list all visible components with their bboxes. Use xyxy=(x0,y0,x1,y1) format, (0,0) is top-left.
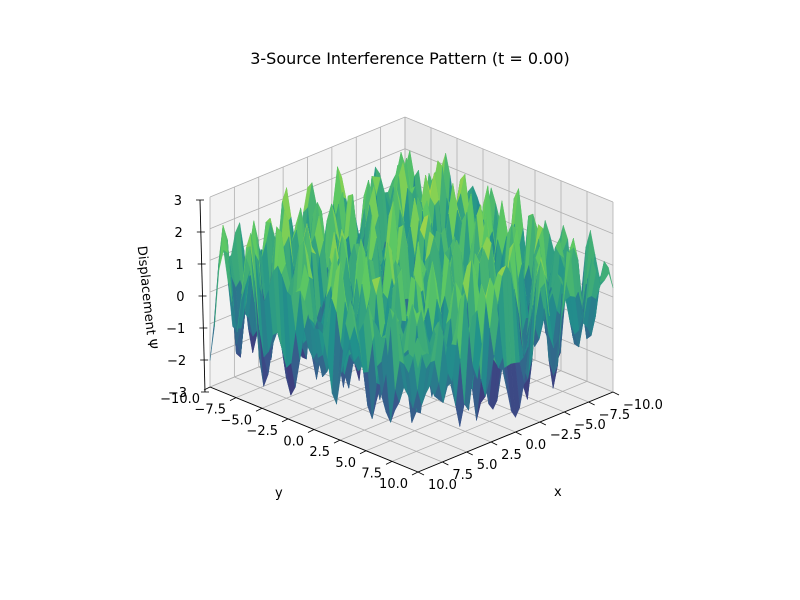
y-tick-label: 5.0 xyxy=(335,456,356,471)
x-tick-mark xyxy=(417,471,425,476)
x-tick-label: 2.5 xyxy=(501,448,522,463)
x-tick-label: −5.0 xyxy=(574,418,606,433)
y-tick-mark xyxy=(281,418,289,423)
gridline-y-floor xyxy=(339,359,536,441)
x-tick-mark xyxy=(588,401,595,406)
x-tick-mark xyxy=(539,421,547,426)
x-tick-mark xyxy=(612,391,620,396)
z-tick-label: 3 xyxy=(174,194,182,209)
x-axis-label: x xyxy=(554,485,562,500)
y-tick-mark xyxy=(255,407,263,412)
y-axis-label: y xyxy=(275,486,283,501)
y-tick-label: 2.5 xyxy=(309,445,330,460)
y-tick-label: −10.0 xyxy=(160,392,200,407)
x-tick-label: −10.0 xyxy=(623,398,663,413)
x-tick-label: 0.0 xyxy=(526,438,547,453)
surface-plot xyxy=(209,150,614,427)
x-tick-label: 5.0 xyxy=(477,458,498,473)
z-tick-label: −2 xyxy=(167,354,186,369)
x-tick-label: −7.5 xyxy=(599,408,631,423)
y-tick-label: −7.5 xyxy=(194,403,226,418)
x-tick-mark xyxy=(515,431,522,436)
y-tick-mark xyxy=(333,439,341,444)
x-tick-mark xyxy=(466,451,473,456)
y-tick-label: 0.0 xyxy=(283,435,304,450)
y-tick-mark xyxy=(385,461,393,465)
tick-labels: −10.0−7.5−5.0−2.50.02.55.07.510.0−10.0−7… xyxy=(160,194,663,493)
x-tick-mark xyxy=(490,441,498,446)
surface-patch xyxy=(413,337,423,368)
gridline-y-floor xyxy=(391,381,588,462)
x-tick-mark xyxy=(442,461,449,466)
z-tick-label: 0 xyxy=(176,290,184,305)
y-tick-label: 7.5 xyxy=(361,466,382,481)
x-tick-mark xyxy=(564,411,571,416)
z-tick-label: 2 xyxy=(175,226,183,241)
y-tick-label: −5.0 xyxy=(220,413,252,428)
y-tick-mark xyxy=(307,429,315,433)
y-tick-label: −2.5 xyxy=(246,424,278,439)
y-tick-mark xyxy=(411,471,419,476)
z-tick-label: 1 xyxy=(175,258,183,273)
z-tick-label: −1 xyxy=(166,322,185,337)
y-tick-mark xyxy=(203,386,211,391)
x-tick-label: 7.5 xyxy=(452,468,473,483)
x-tick-label: −2.5 xyxy=(550,428,582,443)
y-tick-label: 10.0 xyxy=(379,477,408,492)
x-tick-label: 10.0 xyxy=(428,478,457,493)
chart-title: 3-Source Interference Pattern (t = 0.00) xyxy=(250,49,570,68)
gridline-z xyxy=(209,116,614,203)
y-tick-mark xyxy=(359,450,367,455)
gridline-z xyxy=(209,148,614,235)
z-tick-label: −3 xyxy=(168,386,187,401)
y-tick-mark xyxy=(229,397,237,401)
